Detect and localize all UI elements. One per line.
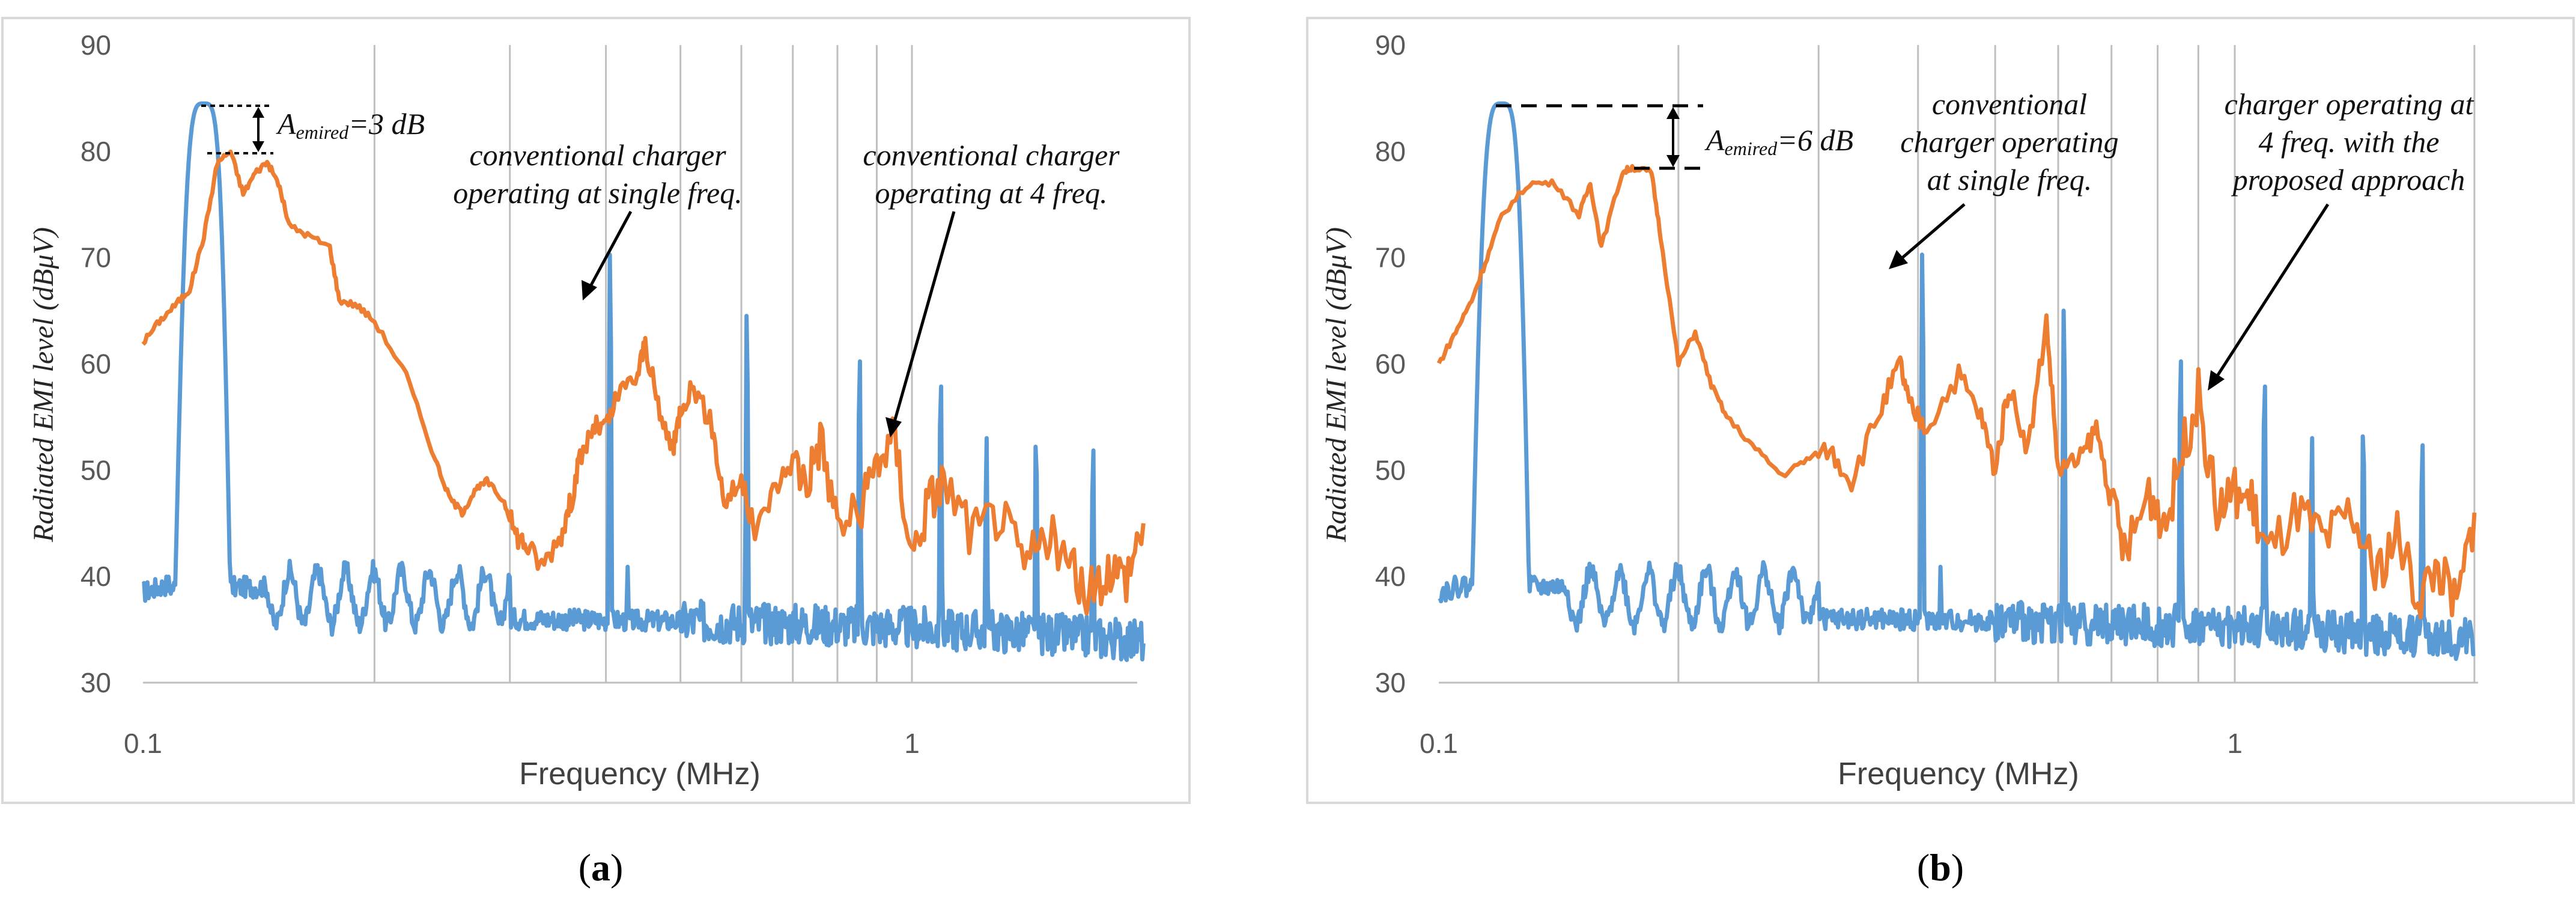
chart-b-annotation-proposed-line2: 4 freq. with the — [2259, 125, 2440, 159]
chart-a-y-ticks: 30 40 50 60 70 80 90 — [80, 29, 111, 698]
chart-a-aemired-marker — [201, 105, 273, 154]
chart-b-series-conventional-line — [1438, 101, 2476, 661]
chart-a-annotation-single-line1: conventional charger — [469, 138, 726, 172]
chart-b-y-ticks: 30 40 50 60 70 80 90 — [1375, 29, 1406, 698]
panel-b: 30 40 50 60 70 80 90 0.1 1 Frequency (MHz) Rad… — [1306, 17, 2575, 889]
chart-b-xtick-1: 1 — [2227, 728, 2243, 759]
chart-a-aemired-label: Aemired=3 dB — [276, 107, 425, 143]
chart-b-annotation-proposed-line3: proposed approach — [2231, 163, 2465, 197]
chart-b-annotation-single-line3: at single freq. — [1927, 163, 2092, 197]
chart-a-annotation-4freq-line2: operating at 4 freq. — [875, 176, 1107, 210]
chart-b-ytick: 80 — [1375, 136, 1406, 167]
chart-b-arrow-proposed — [2208, 203, 2330, 391]
chart-a-ytick: 40 — [80, 561, 111, 592]
caption-b: (b) — [1917, 846, 1964, 889]
chart-b-aemired-label: Aemired=6 dB — [1704, 123, 1853, 159]
chart-a-ytick: 90 — [80, 29, 111, 61]
chart-b-arrow-single — [1889, 203, 1966, 269]
chart-a-xlabel: Frequency (MHz) — [519, 757, 761, 791]
chart-b-ytick: 60 — [1375, 349, 1406, 380]
chart-b-xlabel: Frequency (MHz) — [1838, 757, 2079, 791]
chart-b-annotation-single-line2: charger operating — [1900, 125, 2118, 159]
chart-a-ytick: 80 — [80, 136, 111, 167]
chart-b-ytick: 30 — [1375, 667, 1406, 698]
chart-a-ytick: 30 — [80, 667, 111, 698]
chart-b-xtick-0.1: 0.1 — [1420, 728, 1458, 759]
chart-b-ytick: 70 — [1375, 242, 1406, 273]
chart-b-ytick: 90 — [1375, 29, 1406, 61]
caption-a: (a) — [579, 846, 624, 889]
chart-a-xtick-1: 1 — [904, 728, 920, 759]
chart-b-series-proposed-line — [1436, 164, 2477, 620]
chart-a-ytick: 70 — [80, 242, 111, 273]
chart-a-ytick: 50 — [80, 454, 111, 486]
chart-b-annotation-single-line1: conventional — [1932, 87, 2087, 121]
chart-a-arrow-4freq — [886, 211, 956, 437]
panel-a: 30 40 50 60 70 80 90 0.1 1 Frequency (MHz) Rad… — [1, 17, 1191, 889]
chart-b-annotation-proposed-line1: charger operating at — [2225, 87, 2474, 121]
chart-a-xtick-0.1: 0.1 — [124, 728, 162, 759]
chart-b-ytick: 50 — [1375, 454, 1406, 486]
chart-b-aemired-marker — [1496, 104, 1703, 170]
chart-a-arrow-single — [582, 210, 633, 300]
chart-a-series-4freq-line — [141, 149, 1146, 616]
chart-a-ylabel: Radiated EMI level (dBμV) — [28, 227, 59, 543]
chart-a-series-conventional-line — [141, 101, 1146, 662]
chart-b-ylabel: Radiated EMI level (dBμV) — [1320, 227, 1352, 543]
chart-a-annotation-single-line2: operating at single freq. — [453, 176, 742, 210]
chart-a-annotation-4freq-line1: conventional charger — [863, 138, 1120, 172]
chart-a-ytick: 60 — [80, 349, 111, 380]
chart-a-frame — [1, 17, 1191, 804]
chart-b-ytick: 40 — [1375, 561, 1406, 592]
